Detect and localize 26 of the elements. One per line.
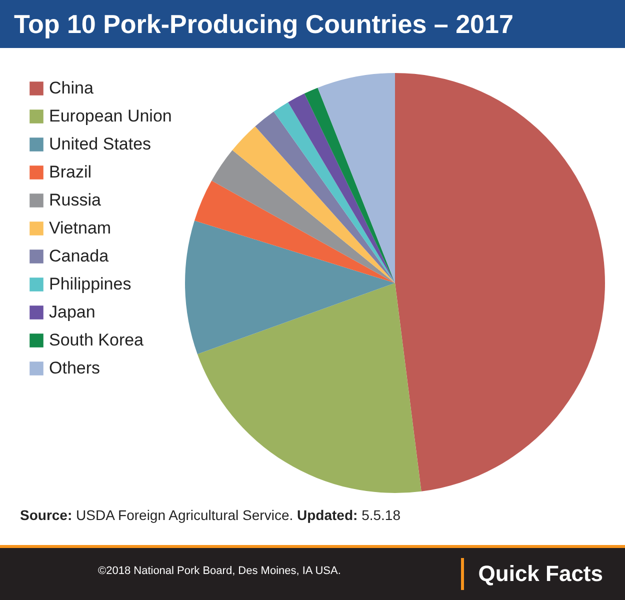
pie-slice bbox=[395, 73, 605, 492]
source-note: Source: USDA Foreign Agricultural Service. Updated: 5.5.18 bbox=[20, 507, 401, 523]
legend-label: Brazil bbox=[49, 162, 92, 182]
pie-slice bbox=[304, 88, 395, 283]
pie-slice bbox=[197, 283, 422, 493]
legend-label: European Union bbox=[49, 106, 172, 126]
pie-slice bbox=[255, 112, 395, 283]
chart-title: Top 10 Pork-Producing Countries – 2017 bbox=[0, 0, 625, 48]
text: Quick Facts bbox=[461, 558, 603, 590]
legend-label: Russia bbox=[49, 190, 102, 210]
pie-slice bbox=[232, 126, 395, 283]
legend-label: United States bbox=[49, 134, 152, 154]
legend-label: Philippines bbox=[49, 274, 132, 294]
pie-slice bbox=[274, 102, 395, 283]
pie-slice bbox=[288, 94, 395, 283]
pie-slice bbox=[185, 220, 395, 354]
pie-slice bbox=[194, 180, 395, 283]
pie-slice bbox=[212, 150, 395, 283]
text: ©2018 National Pork Board, Des Moines, IA USA. bbox=[98, 565, 341, 577]
legend-label: China bbox=[49, 78, 94, 98]
pie-slice bbox=[318, 73, 395, 283]
legend-label: Canada bbox=[49, 246, 110, 266]
legend-label: Others bbox=[49, 358, 100, 378]
legend-label: Vietnam bbox=[49, 218, 112, 238]
legend-label: South Korea bbox=[49, 330, 144, 350]
legend-label: Japan bbox=[49, 302, 96, 322]
